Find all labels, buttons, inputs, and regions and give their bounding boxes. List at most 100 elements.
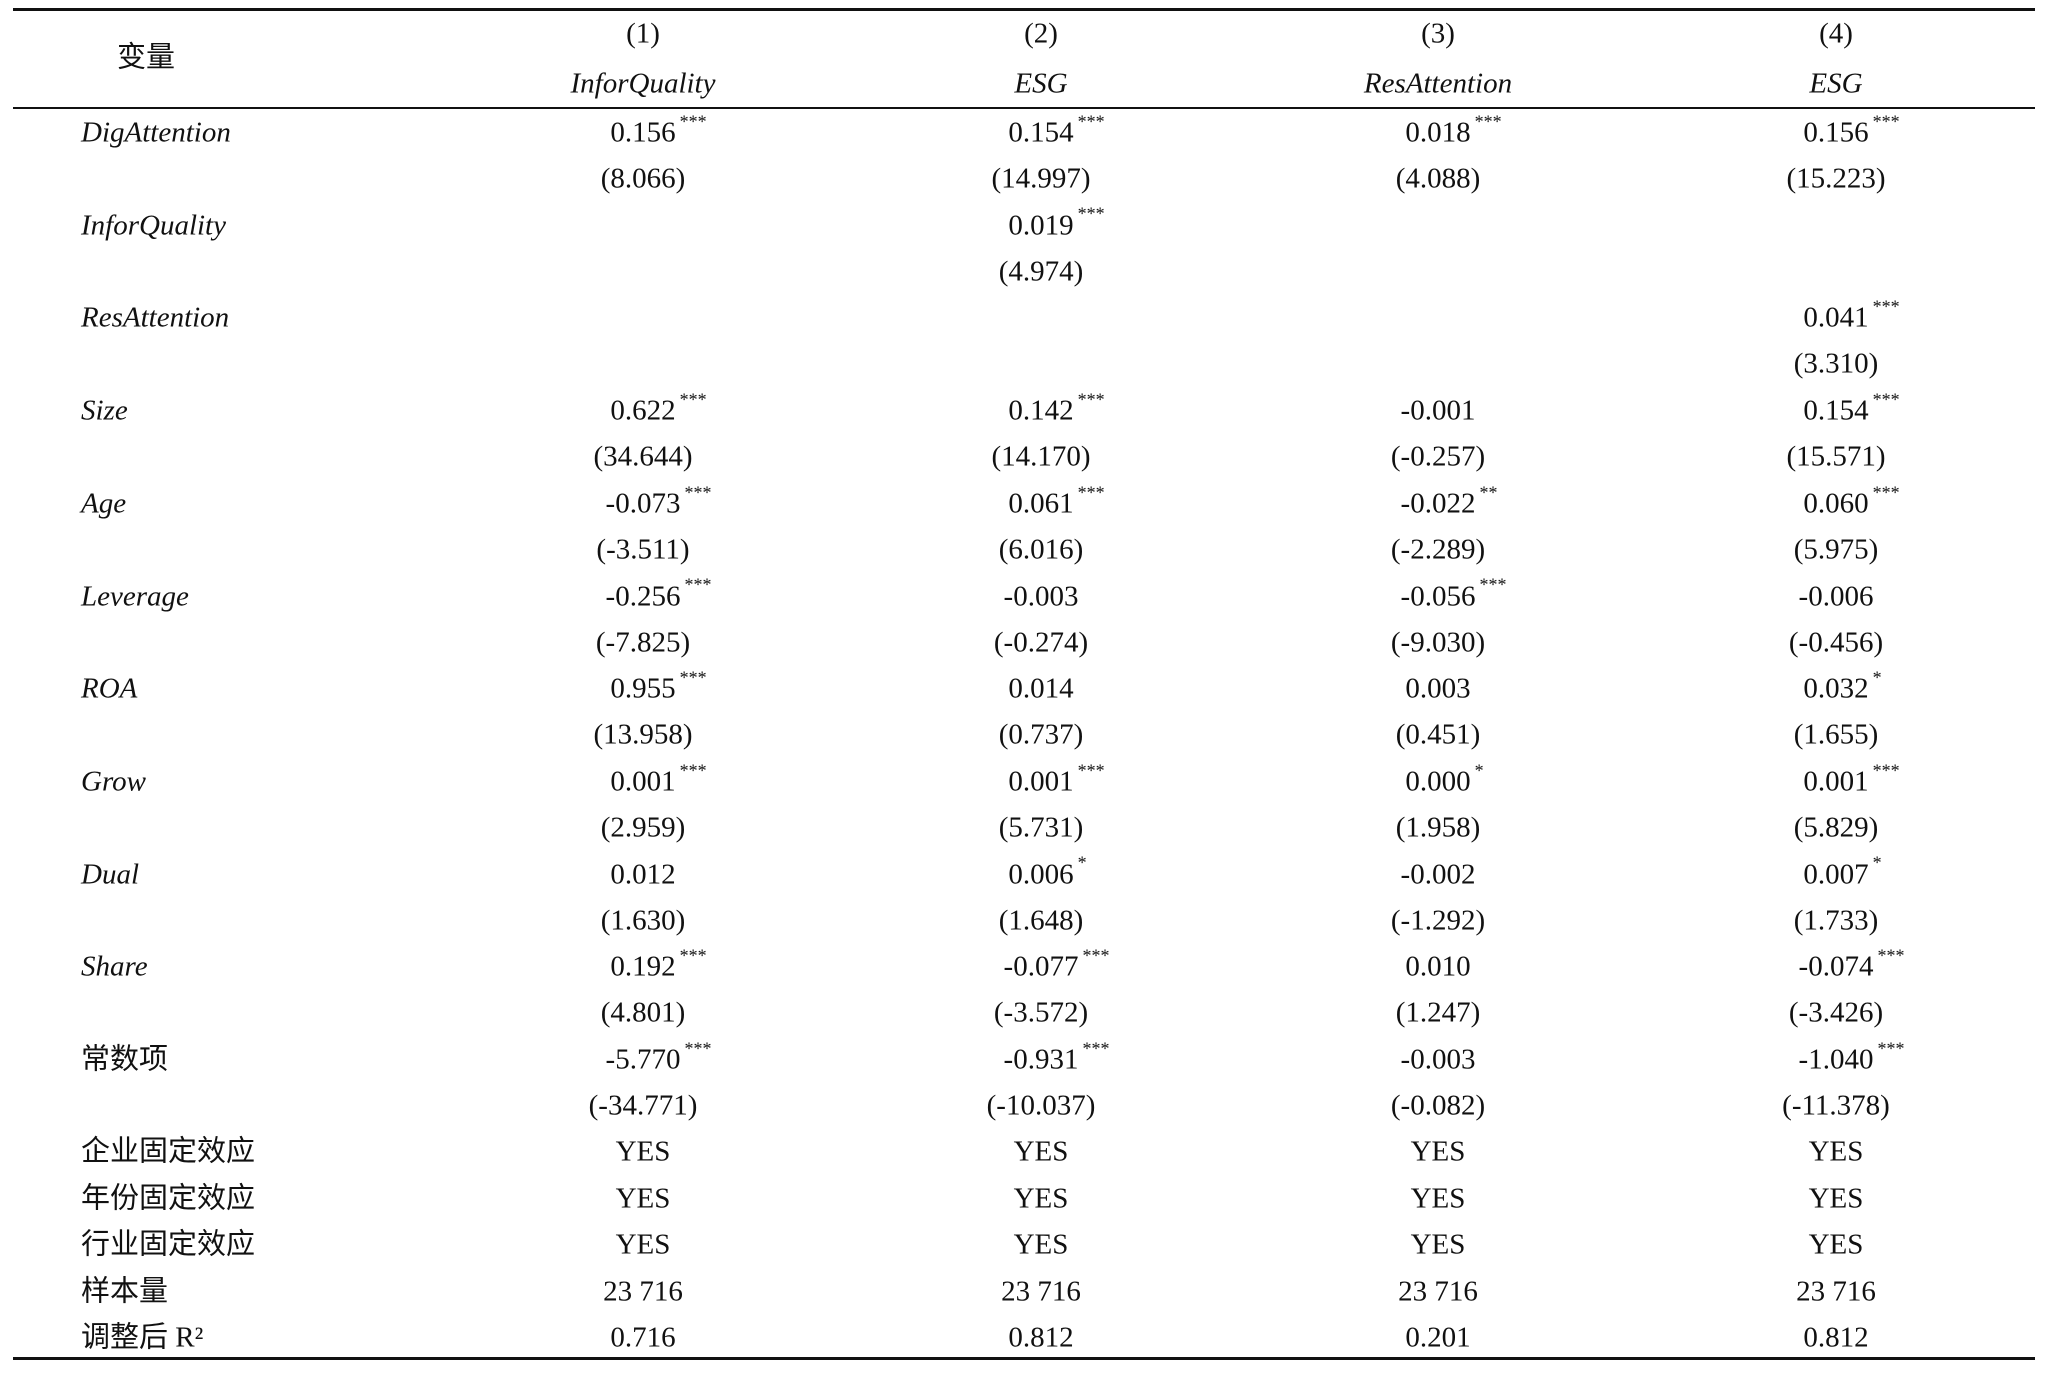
coefficient: -0.074 *** [1798, 945, 1905, 983]
t-statistic: (1.630) [600, 904, 686, 937]
t-statistic: (6.016) [998, 533, 1084, 566]
summary-value: YES [1808, 1135, 1864, 1168]
summary-value: YES [1808, 1182, 1864, 1215]
significance-stars: *** [1872, 482, 1900, 502]
summary-label: 行业固定效应 [81, 1228, 256, 1261]
t-statistic: (0.737) [998, 718, 1084, 751]
coefficient: 0.622 *** [610, 389, 707, 427]
significance-stars: *** [1479, 574, 1507, 595]
column-number: (1) [626, 17, 660, 50]
coefficient: -0.056 *** [1400, 574, 1507, 612]
significance-stars: ** [1479, 482, 1498, 502]
summary-value: YES [1808, 1228, 1864, 1261]
t-statistic: (-1.292) [1390, 904, 1486, 937]
variable-name: Share [81, 950, 148, 983]
summary-value: 23 716 [603, 1275, 683, 1308]
bottom-rule [13, 1357, 2035, 1360]
t-statistic: (-3.572) [993, 996, 1089, 1029]
t-statistic: (4.801) [600, 996, 686, 1029]
coefficient: 0.000 * [1405, 760, 1484, 798]
column-number: (4) [1819, 17, 1853, 50]
summary-value: 0.716 [610, 1321, 676, 1354]
variable-header: 变量 [116, 41, 176, 74]
summary-value: YES [1410, 1182, 1466, 1215]
summary-value: 0.201 [1405, 1321, 1471, 1354]
coefficient: 0.156 *** [610, 111, 707, 149]
t-statistic: (5.975) [1793, 533, 1879, 566]
variable-name: DigAttention [81, 116, 231, 149]
t-statistic: (0.451) [1395, 718, 1481, 751]
coefficient: 0.041 *** [1803, 296, 1900, 334]
coefficient: 0.010 [1405, 950, 1471, 983]
summary-value: 0.812 [1008, 1321, 1074, 1354]
t-statistic: (-3.511) [596, 533, 690, 566]
coefficient: 0.154 *** [1008, 111, 1105, 149]
column-name: ESG [1809, 67, 1863, 100]
coefficient: 0.007 * [1803, 852, 1882, 891]
significance-stars: * [1077, 852, 1087, 873]
coefficient: -0.073 *** [605, 482, 712, 520]
significance-stars: *** [1077, 482, 1105, 502]
variable-name: Grow [81, 765, 146, 798]
t-statistic: (1.247) [1395, 996, 1481, 1029]
summary-value: YES [1410, 1135, 1466, 1168]
significance-stars: *** [1877, 1038, 1905, 1059]
variable-name: 常数项 [81, 1043, 169, 1076]
variable-name: Dual [81, 858, 139, 891]
summary-value: 23 716 [1001, 1275, 1081, 1308]
coefficient: 0.192 *** [610, 945, 707, 983]
t-statistic: (1.733) [1793, 904, 1879, 937]
significance-stars: *** [1077, 111, 1105, 132]
significance-stars: *** [679, 945, 707, 966]
coefficient: 0.014 [1008, 672, 1074, 705]
coefficient: 0.012 [610, 858, 676, 891]
coefficient: 0.001 *** [610, 760, 707, 798]
summary-value: YES [615, 1182, 671, 1215]
coefficient: -0.022 ** [1400, 482, 1498, 520]
t-statistic: (-0.082) [1390, 1089, 1486, 1122]
significance-stars: *** [679, 667, 707, 688]
summary-value: YES [1013, 1182, 1069, 1215]
significance-stars: * [1872, 852, 1882, 873]
t-statistic: (5.829) [1793, 811, 1879, 844]
variable-name: InforQuality [81, 209, 226, 242]
t-statistic: (2.959) [600, 811, 686, 844]
summary-label: 调整后 R² [81, 1321, 204, 1354]
coefficient: 0.156 *** [1803, 111, 1900, 149]
coefficient: -0.077 *** [1003, 945, 1110, 983]
summary-value: YES [1410, 1228, 1466, 1261]
t-statistic: (-0.274) [993, 626, 1089, 658]
coefficient: 0.060 *** [1803, 482, 1900, 520]
significance-stars: *** [1082, 945, 1110, 966]
significance-stars: *** [679, 389, 707, 410]
coefficient: 0.142 *** [1008, 389, 1105, 427]
t-statistic: (-3.426) [1788, 996, 1884, 1029]
t-statistic: (-11.378) [1782, 1089, 1890, 1122]
column-name: ESG [1014, 67, 1068, 100]
coefficient: -0.006 [1798, 580, 1874, 612]
top-rule [13, 8, 2035, 11]
column-number: (2) [1024, 17, 1058, 50]
t-statistic: (1.655) [1793, 718, 1879, 751]
significance-stars: *** [1872, 389, 1900, 410]
coefficient: -5.770 *** [605, 1038, 712, 1076]
variable-name: ROA [81, 672, 138, 705]
summary-value: 23 716 [1398, 1275, 1478, 1308]
significance-stars: *** [679, 760, 707, 781]
variable-name: Leverage [81, 580, 189, 612]
header-rule [13, 107, 2035, 109]
t-statistic: (4.088) [1395, 162, 1481, 195]
t-statistic: (3.310) [1793, 347, 1879, 380]
significance-stars: *** [1872, 760, 1900, 781]
coefficient: -0.931 *** [1003, 1038, 1110, 1076]
significance-stars: *** [684, 1038, 712, 1059]
t-statistic: (1.958) [1395, 811, 1481, 844]
t-statistic: (-34.771) [588, 1089, 698, 1122]
variable-name: ResAttention [81, 301, 230, 334]
significance-stars: *** [1474, 111, 1502, 132]
t-statistic: (1.648) [998, 904, 1084, 937]
significance-stars: *** [1077, 389, 1105, 410]
summary-value: YES [1013, 1135, 1069, 1168]
summary-value: YES [1013, 1228, 1069, 1261]
coefficient: 0.001 *** [1008, 760, 1105, 798]
